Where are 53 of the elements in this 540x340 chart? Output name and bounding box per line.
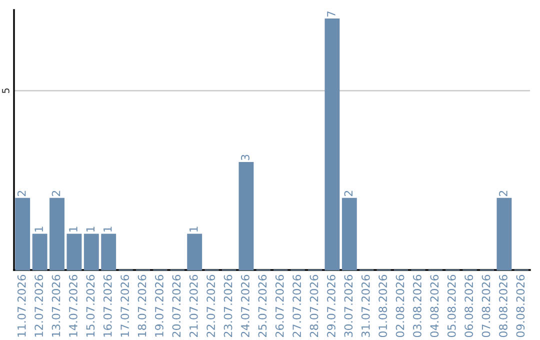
data-label: 7 <box>327 11 336 17</box>
x-tick-label: 09.08.2026 <box>516 274 525 338</box>
x-tick-label: 28.07.2026 <box>310 274 318 337</box>
data-label: 1 <box>69 226 78 232</box>
x-tick-label: 01.08.2026 <box>378 274 388 338</box>
data-label: 1 <box>86 226 94 232</box>
data-label: 3 <box>241 154 250 160</box>
x-tick-label: 30.07.2026 <box>344 274 353 337</box>
data-label: 2 <box>344 190 352 196</box>
x-tick-label: 17.07.2026 <box>120 274 130 337</box>
x-tick-label: 18.07.2026 <box>138 274 146 337</box>
x-tick-label: 16.07.2026 <box>103 274 112 337</box>
x-tick-label: 29.07.2026 <box>327 274 336 337</box>
x-tick-label: 07.08.2026 <box>482 274 490 338</box>
x-tick-label: 27.07.2026 <box>292 274 302 337</box>
x-tick-label: 31.07.2026 <box>361 274 370 337</box>
x-tick-label: 21.07.2026 <box>189 274 198 337</box>
x-tick-label: 03.08.2026 <box>413 274 422 338</box>
x-tick-label: 06.08.2026 <box>464 274 474 338</box>
data-label: 1 <box>34 226 43 232</box>
bar <box>342 198 357 270</box>
x-tick-label: 04.08.2026 <box>430 274 439 338</box>
x-tick-label: 15.07.2026 <box>86 274 95 337</box>
bar <box>15 198 30 270</box>
x-tick-label: 25.07.2026 <box>258 274 267 337</box>
bar <box>187 234 202 270</box>
bar <box>101 234 116 270</box>
x-tick-label: 20.07.2026 <box>172 274 181 337</box>
data-label: 2 <box>499 190 508 196</box>
x-tick-label: 11.07.2026 <box>17 274 26 337</box>
data-label: 1 <box>104 226 112 232</box>
x-tick-label: 14.07.2026 <box>69 274 78 337</box>
x-tick-label: 23.07.2026 <box>224 274 232 337</box>
bar <box>32 234 48 270</box>
data-label: 2 <box>17 190 26 196</box>
bar <box>66 234 82 270</box>
bar <box>324 18 340 270</box>
x-tick-label: 02.08.2026 <box>396 274 404 338</box>
bar <box>238 162 254 270</box>
x-tick-label: 13.07.2026 <box>52 274 60 337</box>
x-tick-label: 22.07.2026 <box>206 274 216 337</box>
bar <box>50 198 64 270</box>
x-tick-label: 19.07.2026 <box>155 274 164 337</box>
bar <box>496 198 512 270</box>
data-label: 2 <box>52 190 60 196</box>
data-label: 1 <box>190 226 198 232</box>
x-tick-label: 26.07.2026 <box>275 274 284 337</box>
x-tick-label: 08.08.2026 <box>499 274 508 338</box>
x-tick-label: 05.08.2026 <box>447 274 456 338</box>
y-tick-label: 5 <box>2 88 10 94</box>
x-tick-label: 24.07.2026 <box>241 274 250 337</box>
x-tick-label: 12.07.2026 <box>34 274 44 337</box>
bar <box>84 234 99 270</box>
